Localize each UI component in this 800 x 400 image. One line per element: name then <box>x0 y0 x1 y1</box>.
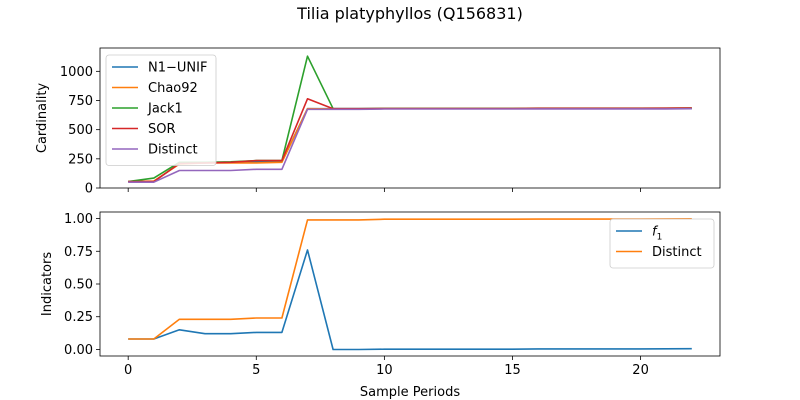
y-tick-label: 0.00 <box>64 343 93 358</box>
cardinality-panel: 0 250 500 750 1000 Cardinality N1−UNIF Chao92 Ja… <box>35 47 721 197</box>
x-tick-label: 20 <box>632 363 649 378</box>
legend-label-distinct: Distinct <box>652 245 702 260</box>
y-tick-label: 0.25 <box>64 310 93 325</box>
legend-label-f1: f1 <box>652 225 662 243</box>
y-tick-label: 0.75 <box>64 245 93 260</box>
y-tick-label: 1000 <box>60 65 93 80</box>
legend-label-n1-unif: N1−UNIF <box>148 61 207 76</box>
y-axis-label: Indicators <box>40 252 55 316</box>
chart-title: Tilia platyphyllos (Q156831) <box>296 4 523 23</box>
x-tick-label: 5 <box>252 363 260 378</box>
legend-box <box>105 54 217 166</box>
y-tick-label: 0.50 <box>64 278 93 293</box>
plot-frame <box>99 47 721 189</box>
x-tick-label: 0 <box>124 363 132 378</box>
y-axis-label: Cardinality <box>35 83 50 154</box>
series-line-distinct <box>128 218 692 340</box>
y-tick-label: 0 <box>85 182 93 197</box>
series-line-f1 <box>128 249 692 351</box>
x-axis-label: Sample Periods <box>360 385 460 400</box>
indicators-panel: 0 5 10 15 20 0.00 0.25 0.50 0.75 1.00 Indicators f1… <box>40 211 721 378</box>
y-tick-label: 1.00 <box>64 212 93 227</box>
series-line-distinct <box>128 107 692 183</box>
y-tick-label: 750 <box>68 94 93 109</box>
legend-label-jack1: Jack1 <box>147 102 183 117</box>
legend: f1 Distinct <box>609 218 715 269</box>
x-tick-label: 15 <box>504 363 521 378</box>
legend-label-chao92: Chao92 <box>148 81 198 96</box>
legend: N1−UNIF Chao92 Jack1 SOR Distinct <box>105 54 217 166</box>
y-tick-label: 250 <box>68 152 93 167</box>
legend-box <box>609 218 715 269</box>
x-tick-label: 10 <box>376 363 393 378</box>
y-tick-label: 500 <box>68 123 93 138</box>
legend-label-distinct: Distinct <box>148 143 198 158</box>
legend-label-sor: SOR <box>148 122 176 137</box>
